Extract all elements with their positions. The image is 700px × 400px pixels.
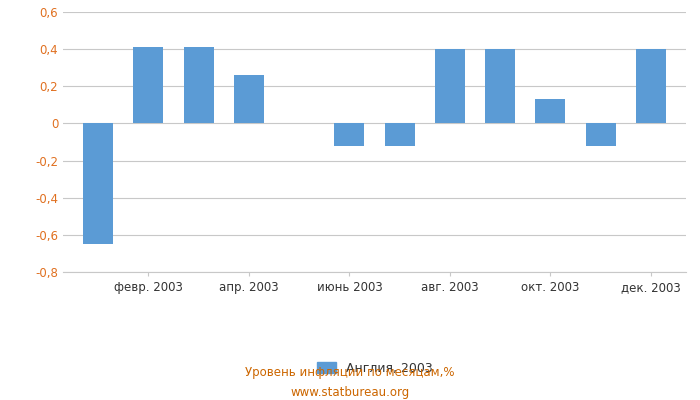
Bar — [636, 49, 666, 124]
Bar — [234, 75, 264, 124]
Bar — [133, 47, 164, 124]
Legend: Англия, 2003: Англия, 2003 — [312, 357, 438, 380]
Bar — [384, 124, 414, 146]
Bar — [183, 47, 214, 124]
Text: Уровень инфляции по месяцам,%: Уровень инфляции по месяцам,% — [245, 366, 455, 379]
Bar — [536, 99, 566, 124]
Bar — [435, 49, 465, 124]
Bar — [585, 124, 616, 146]
Bar — [335, 124, 365, 146]
Text: www.statbureau.org: www.statbureau.org — [290, 386, 410, 399]
Bar — [485, 49, 515, 124]
Bar — [83, 124, 113, 244]
